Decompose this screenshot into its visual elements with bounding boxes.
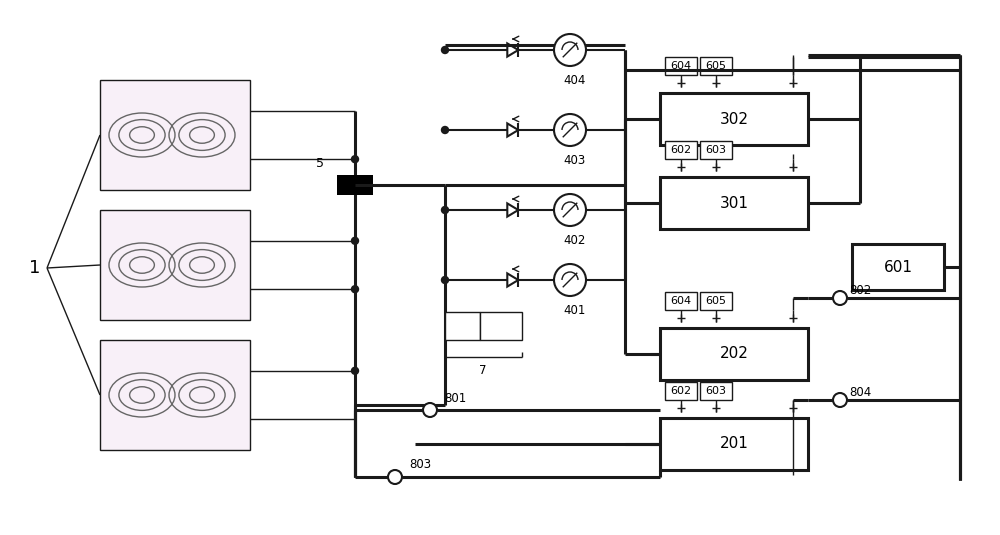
- Bar: [665, 382, 697, 400]
- Bar: [700, 141, 732, 159]
- Text: 601: 601: [884, 259, 912, 274]
- Bar: [445, 312, 480, 340]
- Circle shape: [423, 403, 437, 417]
- Bar: [665, 57, 697, 75]
- Circle shape: [554, 264, 586, 296]
- Text: 7: 7: [479, 363, 487, 377]
- Bar: [660, 328, 808, 380]
- Text: 401: 401: [564, 303, 586, 317]
- Text: 804: 804: [849, 386, 871, 399]
- Text: 801: 801: [444, 392, 466, 404]
- Bar: [700, 57, 732, 75]
- Text: 201: 201: [720, 437, 748, 452]
- Text: 605: 605: [706, 296, 726, 306]
- Bar: [700, 292, 732, 310]
- Text: 302: 302: [720, 111, 748, 126]
- Text: 1: 1: [29, 259, 41, 277]
- Bar: [660, 93, 808, 145]
- Text: 604: 604: [670, 61, 692, 71]
- Circle shape: [442, 126, 448, 134]
- Text: 403: 403: [564, 154, 586, 166]
- Bar: [700, 382, 732, 400]
- Circle shape: [442, 47, 448, 54]
- Text: 603: 603: [706, 386, 726, 396]
- Bar: [852, 244, 944, 290]
- Circle shape: [554, 194, 586, 226]
- Circle shape: [352, 368, 359, 374]
- Bar: [660, 418, 808, 470]
- Text: 602: 602: [670, 145, 692, 155]
- Circle shape: [442, 207, 448, 213]
- Circle shape: [833, 291, 847, 305]
- Text: 803: 803: [409, 458, 431, 471]
- Circle shape: [352, 286, 359, 293]
- Bar: [480, 312, 522, 340]
- Circle shape: [352, 238, 359, 244]
- Circle shape: [833, 393, 847, 407]
- Text: 802: 802: [849, 284, 871, 296]
- Text: 402: 402: [564, 233, 586, 247]
- Circle shape: [554, 34, 586, 66]
- Bar: [100, 340, 250, 450]
- Text: 604: 604: [670, 296, 692, 306]
- Circle shape: [388, 470, 402, 484]
- Circle shape: [442, 277, 448, 284]
- Text: 605: 605: [706, 61, 726, 71]
- Bar: [100, 80, 250, 190]
- Text: 202: 202: [720, 347, 748, 362]
- Circle shape: [352, 156, 359, 163]
- Circle shape: [554, 114, 586, 146]
- Bar: [660, 177, 808, 229]
- Text: 602: 602: [670, 386, 692, 396]
- Text: 5: 5: [316, 157, 324, 170]
- Text: 301: 301: [720, 195, 748, 210]
- Bar: [337, 175, 373, 195]
- Bar: [665, 141, 697, 159]
- Bar: [665, 292, 697, 310]
- Text: 603: 603: [706, 145, 726, 155]
- Bar: [100, 210, 250, 320]
- Text: 404: 404: [564, 73, 586, 87]
